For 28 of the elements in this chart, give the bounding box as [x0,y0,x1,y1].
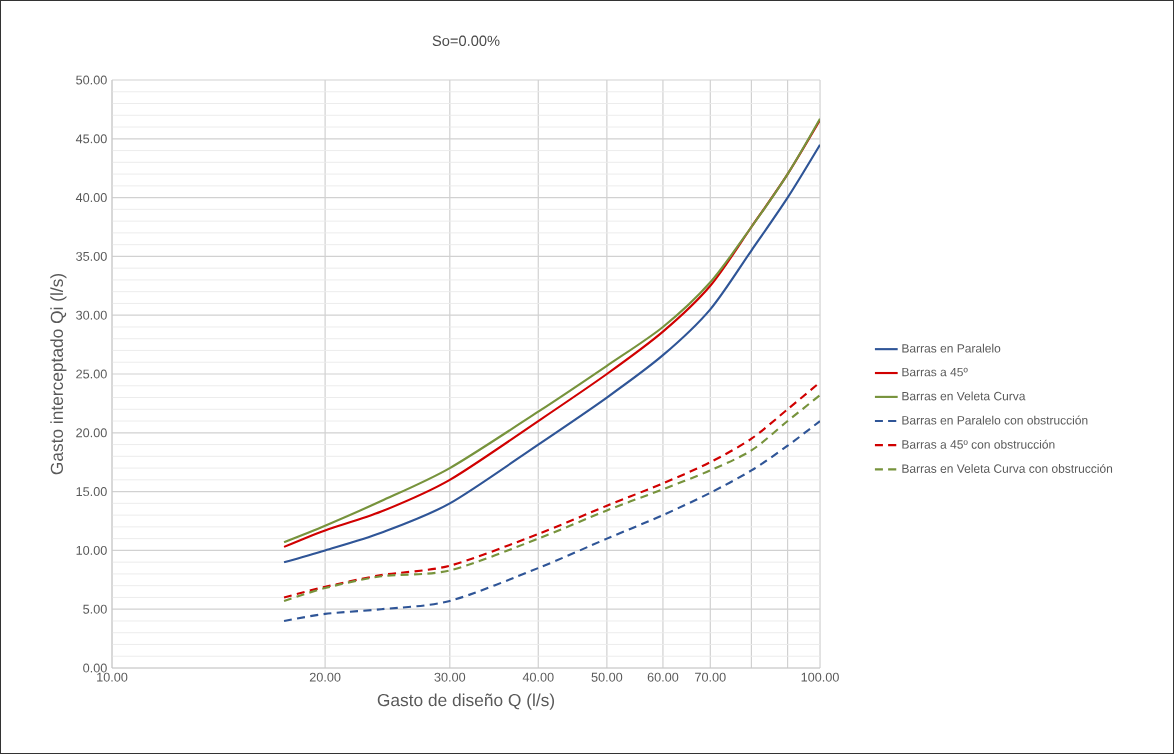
legend-label: Barras en Paralelo [902,343,1001,353]
y-tick-label: 25.00 [76,369,107,379]
y-tick-label: 30.00 [76,310,107,320]
y-tick-label: 35.00 [76,251,107,261]
y-tick-label: 50.00 [76,75,107,85]
y-tick-label: 5.00 [83,604,107,614]
x-tick-label: 100.00 [801,672,839,682]
x-tick-label: 40.00 [522,672,554,682]
y-tick-label: 40.00 [75,193,107,203]
x-tick-label: 60.00 [647,672,679,682]
legend-label: Barras en Paralelo con obstrucción [902,415,1088,425]
x-axis-title: Gasto de diseño Q (l/s) [377,693,555,710]
x-tick-label: 20.00 [309,672,341,682]
x-tick-label: 50.00 [591,672,623,682]
legend-label: Barras a 45º [902,367,968,377]
y-tick-label: 45.00 [75,134,107,144]
legend-label: Barras a 45º con obstrucción [902,439,1055,449]
y-tick-label: 20.00 [76,428,107,438]
x-tick-label: 30.00 [434,672,466,682]
legend-label: Barras en Veleta Curva con obstrucción [902,463,1113,473]
x-tick-label: 70.00 [695,672,726,682]
legend-label: Barras en Veleta Curva [902,391,1026,401]
y-axis-title: Gasto interceptado Qi (l/s) [50,273,67,475]
y-tick-label: 10.00 [76,545,107,555]
y-tick-label: 0.00 [83,663,107,673]
x-tick-label: 10.00 [97,672,128,682]
chart-title: So=0.00% [432,35,500,46]
y-tick-label: 15.00 [76,487,107,497]
